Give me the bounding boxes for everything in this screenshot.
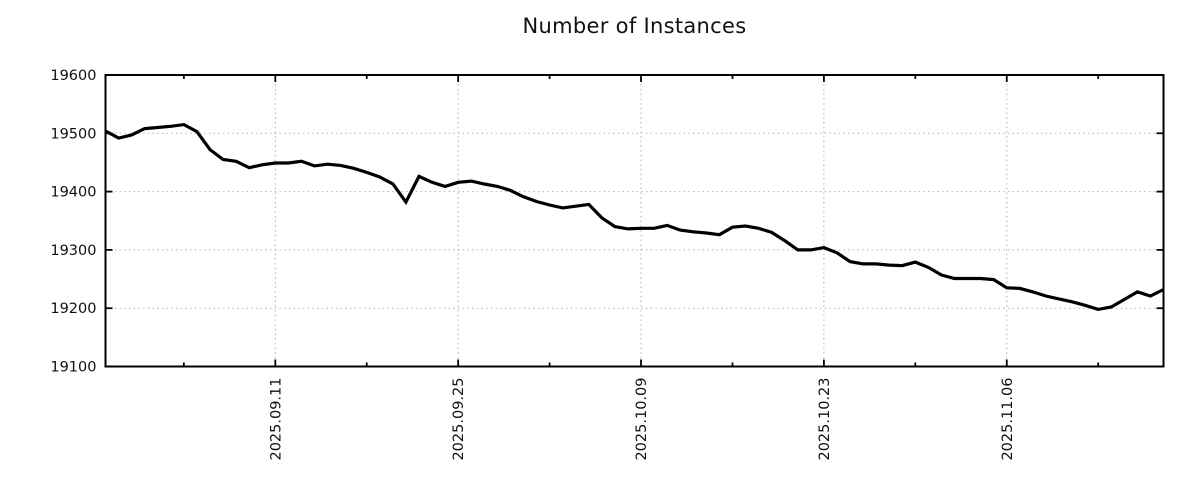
chart-title: Number of Instances [522,14,747,38]
y-axis-tick-label: 19100 [50,360,96,376]
x-axis-tick-label: 2025.10.23 [817,378,833,461]
plot-border [104,74,1165,368]
x-axis-tick-label: 2025.09.11 [268,378,284,461]
y-axis-tick-label: 19200 [50,301,96,317]
data-series-line [104,122,1165,312]
y-axis-tick-label: 19600 [50,68,96,84]
x-axis-tick-label: 2025.11.06 [1000,378,1016,461]
y-axis-tick-label: 19300 [50,243,96,259]
x-axis-tick-label: 2025.09.25 [451,377,467,460]
x-axis-tick-label: 2025.10.09 [634,378,650,461]
y-axis-tick-label: 19500 [50,126,96,142]
y-axis-tick-label: 19400 [50,185,96,201]
